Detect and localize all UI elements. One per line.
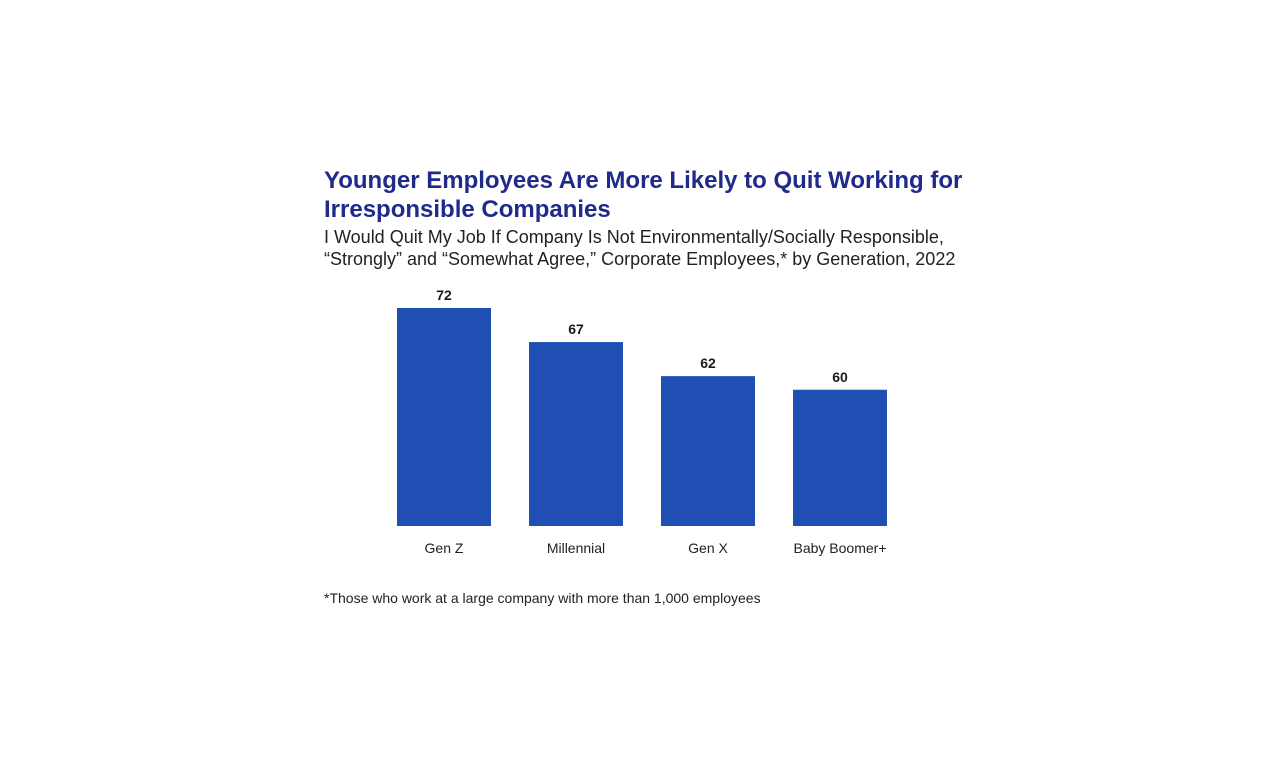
bar-millennial [529, 342, 623, 526]
chart-card: Younger Employees Are More Likely to Qui… [324, 166, 984, 616]
bar-chart: 72 Gen Z 67 Millennial 62 Gen X 60 Baby Boomer+ [397, 287, 887, 556]
bar-baby-boomer [793, 389, 887, 526]
bar-value-label: 72 [436, 287, 452, 303]
category-label: Gen X [688, 540, 728, 556]
chart-footnote: *Those who work at a large company with … [324, 590, 761, 606]
bar-gen-x [661, 376, 755, 526]
category-label: Gen Z [425, 540, 464, 556]
chart-title: Younger Employees Are More Likely to Qui… [324, 167, 963, 223]
category-label: Baby Boomer+ [794, 540, 887, 556]
bar-value-label: 62 [700, 355, 716, 371]
chart-subtitle: I Would Quit My Job If Company Is Not En… [324, 227, 956, 269]
bar-gen-z [397, 308, 491, 526]
category-label: Millennial [547, 540, 605, 556]
bar-value-label: 60 [832, 369, 848, 385]
bar-value-label: 67 [568, 321, 584, 337]
